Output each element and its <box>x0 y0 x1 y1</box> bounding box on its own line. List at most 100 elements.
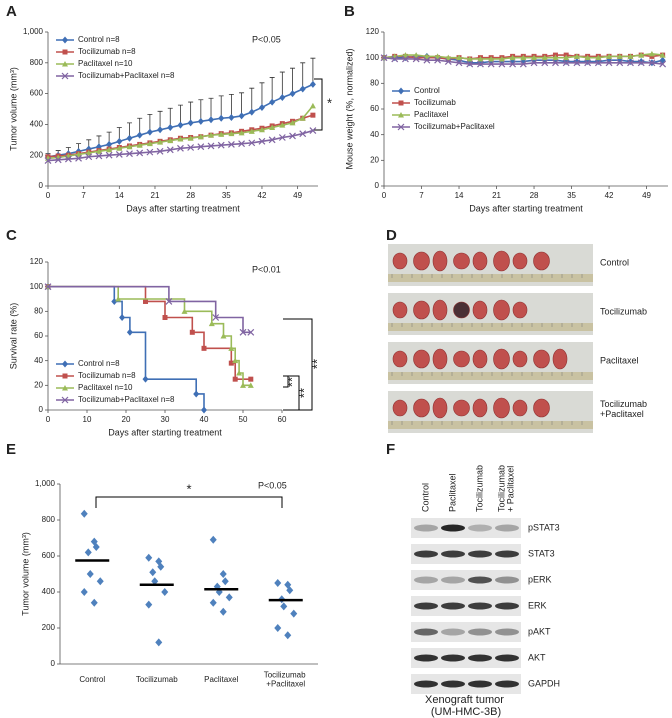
marker <box>299 85 306 93</box>
error-bar <box>249 87 255 113</box>
marker <box>85 153 93 161</box>
marker <box>258 103 265 111</box>
photo-row <box>388 244 593 286</box>
y-tick-label: 1,000 <box>35 479 56 488</box>
marker <box>236 370 243 376</box>
marker <box>445 54 452 61</box>
marker <box>197 117 204 125</box>
error-bar <box>208 97 214 120</box>
photo-row <box>388 293 593 335</box>
data-point <box>157 562 165 571</box>
tumor <box>512 399 528 417</box>
x-tick-label: 42 <box>258 191 267 200</box>
x-tick-label: 40 <box>200 415 209 424</box>
legend-label: Paclitaxel n=10 <box>78 59 133 68</box>
marker <box>637 59 645 67</box>
protein-label: pSTAT3 <box>528 522 560 532</box>
marker <box>187 119 194 127</box>
marker <box>289 132 296 140</box>
marker <box>208 132 215 138</box>
data-point <box>290 609 298 618</box>
blot-band <box>468 602 492 610</box>
marker <box>563 54 570 61</box>
marker <box>189 329 195 335</box>
legend-label: Control n=8 <box>78 35 120 44</box>
marker <box>509 54 516 61</box>
marker <box>659 52 666 58</box>
marker <box>126 134 133 142</box>
marker <box>627 53 634 59</box>
text-line: Tocilizumab <box>264 671 308 680</box>
blot-band <box>468 576 492 584</box>
x-tick-label: 30 <box>161 415 170 424</box>
error-bar <box>218 95 224 119</box>
y-tick-label: 1,000 <box>23 27 44 36</box>
marker <box>616 59 624 67</box>
marker <box>156 147 164 155</box>
legend-label: Tocilizumab n=8 <box>78 47 136 56</box>
y-tick-label: 600 <box>42 551 56 560</box>
data-point <box>219 570 227 578</box>
blot-band <box>468 628 492 636</box>
lane-label: Tocilizumab <box>474 465 484 512</box>
text-line: +Paclitaxel <box>266 680 305 689</box>
tumor <box>493 348 510 370</box>
marker <box>248 139 256 147</box>
y-tick-label: 60 <box>34 331 43 340</box>
marker <box>648 50 655 57</box>
x-tick-label: Paclitaxel <box>204 675 238 684</box>
x-tick-label: 35 <box>222 191 231 200</box>
marker <box>187 144 195 151</box>
legend-marker <box>397 123 405 131</box>
photo-row <box>388 391 593 433</box>
marker <box>54 156 62 164</box>
error-bar <box>259 82 265 108</box>
panel-letter: D <box>386 227 397 244</box>
y-tick-label: 20 <box>34 380 43 389</box>
marker <box>136 149 144 157</box>
x-tick-label: 42 <box>605 191 614 200</box>
marker <box>584 59 592 67</box>
marker <box>519 60 527 68</box>
data-point <box>286 586 294 595</box>
marker <box>498 60 506 68</box>
marker <box>627 58 634 66</box>
legend-label: Tocilizumab+Paclitaxel <box>414 122 495 131</box>
marker <box>299 115 306 121</box>
marker <box>444 58 452 65</box>
marker <box>146 140 153 147</box>
marker <box>309 80 316 88</box>
marker <box>181 308 188 314</box>
x-tick-label: Tocilizumab +Paclitaxel <box>264 671 308 689</box>
tumor <box>493 299 510 321</box>
data-point <box>80 509 88 518</box>
tumor <box>432 299 448 321</box>
blot-strip <box>411 622 521 642</box>
lane-label: Control <box>420 483 430 512</box>
tumor <box>453 399 470 417</box>
marker <box>143 298 148 304</box>
marker <box>616 53 623 59</box>
marker <box>142 375 149 383</box>
legend-marker <box>62 36 68 44</box>
blot-strip <box>411 518 521 538</box>
row-label: Tocilizumab <box>600 306 647 316</box>
legend-marker <box>62 49 68 55</box>
blot-band <box>414 654 438 662</box>
marker <box>232 376 238 382</box>
tumor <box>493 250 510 272</box>
data-point <box>225 593 233 602</box>
marker <box>239 328 247 336</box>
marker <box>187 135 194 141</box>
x-tick-label: 20 <box>122 415 131 424</box>
ruler <box>388 372 593 380</box>
x-tick-label: 10 <box>83 415 92 424</box>
x-tick-label: 0 <box>46 191 51 200</box>
marker <box>455 59 463 67</box>
data-point <box>219 607 227 616</box>
data-point <box>209 535 217 544</box>
ruler <box>388 421 593 429</box>
y-tick-label: 80 <box>370 78 379 87</box>
blot-band <box>495 550 519 558</box>
y-axis-title: Mouse weight (%, normalized) <box>344 48 354 169</box>
